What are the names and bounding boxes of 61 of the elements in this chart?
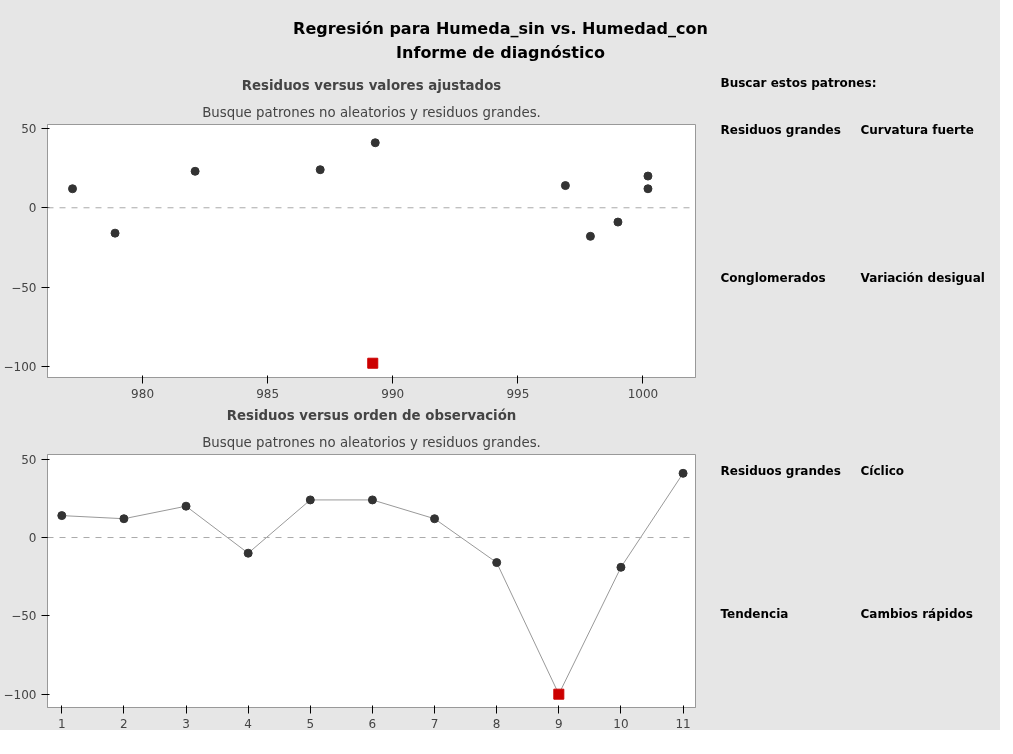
text: Residuos grandes — [720, 463, 841, 478]
y-tick-label: −100 — [3, 359, 37, 374]
y-tick-label: −50 — [11, 280, 37, 295]
x-tick-label: 4 — [244, 716, 252, 731]
point — [243, 548, 253, 558]
point — [643, 171, 653, 181]
point — [678, 468, 688, 478]
point — [68, 184, 78, 194]
x-tick-label: 7 — [430, 716, 439, 731]
point — [367, 357, 379, 369]
text: Regresión para Humeda_sin vs. Humedad_con — [293, 18, 708, 38]
point — [492, 558, 502, 568]
y-tick-label: 50 — [21, 121, 37, 136]
x-tick-label: 995 — [506, 386, 530, 401]
text: Tendencia — [720, 606, 789, 621]
point — [190, 166, 200, 176]
x-tick-label: 8 — [492, 716, 501, 731]
chart-title: Residuos versus orden de observación — [226, 407, 517, 423]
chart-title: Residuos versus valores ajustados — [241, 77, 502, 93]
point — [181, 501, 191, 511]
point — [643, 184, 653, 194]
point — [110, 228, 120, 238]
point — [315, 165, 325, 175]
text: Cíclico — [860, 463, 905, 478]
point — [613, 217, 623, 227]
y-tick-label: −100 — [3, 687, 37, 702]
x-tick-label: 9 — [555, 716, 563, 731]
y-tick-label: −50 — [11, 609, 37, 624]
y-tick-label: 50 — [21, 452, 37, 467]
text: Informe de diagnóstico — [396, 42, 605, 62]
x-tick-label: 980 — [131, 386, 155, 401]
x-tick-label: 1000 — [627, 386, 659, 401]
point — [57, 511, 67, 521]
x-tick-label: 985 — [256, 386, 280, 401]
chart-subtitle: Busque patrones no aleatorios y residuos grandes. — [202, 104, 541, 120]
point — [119, 514, 129, 524]
text: Cambios rápidos — [860, 606, 973, 621]
x-tick-label: 6 — [368, 716, 377, 731]
point — [370, 138, 380, 148]
text: Buscar estos patrones: — [720, 75, 877, 90]
y-tick-label: 0 — [28, 201, 37, 216]
text: Conglomerados — [720, 270, 826, 285]
text: Curvatura fuerte — [860, 122, 974, 137]
chart-subtitle: Busque patrones no aleatorios y residuos grandes. — [202, 434, 541, 450]
text: Residuos grandes — [720, 122, 841, 137]
y-tick-label: 0 — [28, 531, 37, 546]
point — [560, 181, 570, 191]
text: Variación desigual — [860, 270, 985, 285]
point — [305, 495, 315, 505]
x-tick-label: 5 — [306, 716, 315, 731]
point — [430, 514, 440, 524]
x-tick-label: 10 — [613, 716, 629, 731]
point — [585, 231, 595, 241]
point — [616, 562, 626, 572]
x-tick-label: 2 — [120, 716, 128, 731]
x-tick-label: 11 — [675, 716, 691, 731]
x-tick-label: 990 — [381, 386, 405, 401]
x-tick-label: 1 — [57, 716, 66, 731]
point — [367, 495, 377, 505]
x-tick-label: 3 — [182, 716, 190, 731]
point — [553, 688, 565, 700]
